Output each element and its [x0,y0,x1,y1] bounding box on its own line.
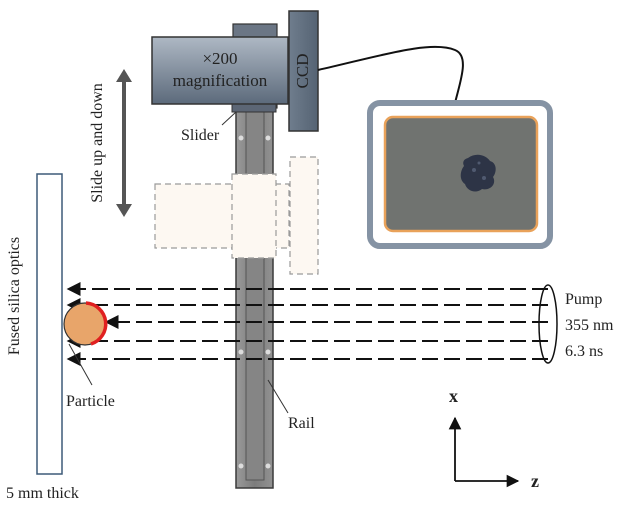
slide-label: Slide up and down [89,83,106,203]
slide-arrow: Slide up and down [89,69,132,217]
particle-image [460,154,496,192]
thickness-label: 5 mm thick [6,485,79,502]
pump-wavelength: 355 nm [565,317,614,334]
particle-leader [68,343,93,386]
microscope-lower-position [154,156,319,275]
monitor [367,100,553,249]
pump-label-line1: Pump [565,291,602,308]
x-axis-label: x [449,386,458,406]
pump-beam [66,282,558,366]
particle: Particle [63,301,115,410]
coordinate-axes: x z [448,386,539,491]
particle-label: Particle [66,393,115,410]
slider-leader [221,111,237,126]
rail-leader [267,379,289,414]
magnification-line1: ×200 [202,49,237,68]
z-axis-label: z [531,471,539,491]
ccd-cable [317,45,464,104]
pump-label: Pump 355 nm 6.3 ns [565,291,614,360]
pump-duration: 6.3 ns [565,343,603,360]
rail-label: Rail [288,415,315,432]
magnification-line2: magnification [173,71,268,90]
fused-silica-optic: Fused silica optics 5 mm thick [6,173,79,502]
ccd-label: CCD [293,54,312,89]
optic-label: Fused silica optics [6,237,23,355]
microscope: ×200 magnification CCD [151,10,319,132]
slider-label: Slider [181,127,220,144]
pump-beam-aperture [538,284,558,364]
